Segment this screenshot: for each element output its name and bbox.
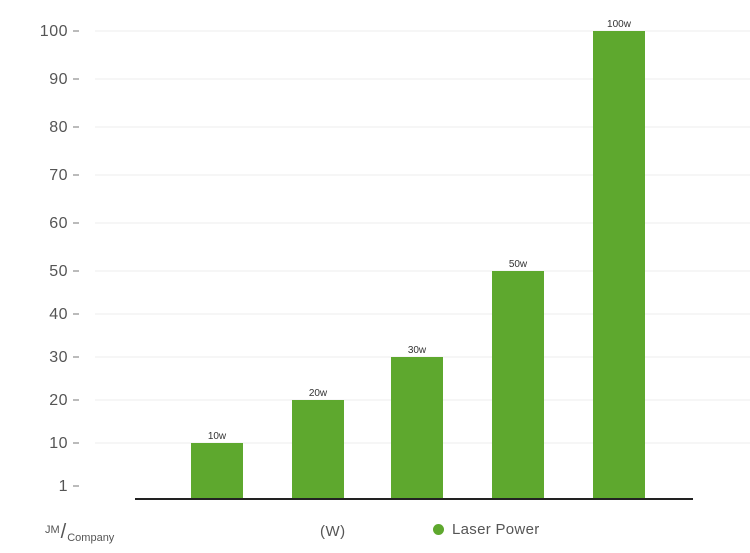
bar [191,443,243,499]
bar [492,271,544,499]
y-tick-label: 100 [40,23,68,40]
y-tick-label: 70 [49,167,68,184]
legend-marker [433,524,444,535]
bar-data-label: 10w [208,431,227,442]
y-tick-label: 40 [49,306,68,323]
y-tick-label: 80 [49,119,68,136]
y-tick-label: 10 [49,435,68,452]
bar [391,357,443,499]
x-axis-label: (W) [320,523,346,540]
bar [292,400,344,499]
bar-data-label: 30w [408,345,427,356]
company-name: Company [67,532,115,544]
bar-data-label: 50w [509,259,528,270]
company-watermark: JM/Company [45,516,114,544]
bar-data-label: 100w [607,19,632,30]
bar-data-label: 20w [309,388,328,399]
y-tick-label: 60 [49,215,68,232]
legend-label: Laser Power [452,521,540,538]
y-tick-label: 90 [49,71,68,88]
y-tick-label: 50 [49,263,68,280]
company-slash: / [60,521,67,543]
y-tick-label: 1 [59,478,68,495]
company-prefix: JM [45,524,60,536]
y-tick-label: 30 [49,349,68,366]
legend: Laser Power [433,521,540,538]
y-tick-label: 20 [49,392,68,409]
bar [593,31,645,499]
